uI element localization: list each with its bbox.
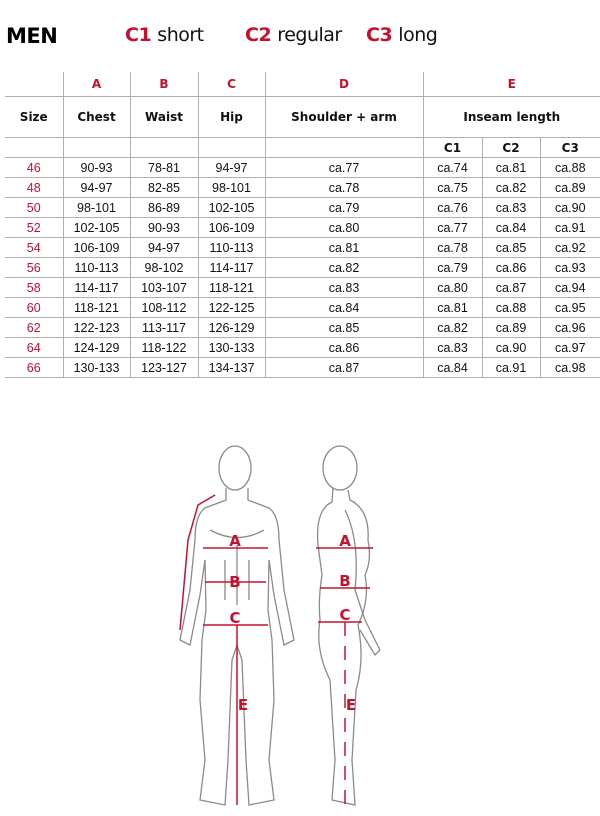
value-cell: ca.96 [539,317,600,338]
header-chest: Chest [62,96,131,138]
table-row: 52 102-105 90-93 106-109 ca.80 ca.77 ca.84 ca.9… [5,217,600,238]
page-title: MEN [6,24,58,48]
value-cell: ca.82 [481,177,541,198]
diagram-label-b: B [229,573,240,591]
legend-code: C2 [245,24,272,46]
header-shoulder: Shoulder + arm [264,96,424,138]
value-cell: ca.91 [481,357,541,378]
value-cell: 94-97 [197,157,266,178]
table-row: 56 110-113 98-102 114-117 ca.82 ca.79 ca.86 ca.… [5,257,600,278]
size-cell: 56 [5,257,64,278]
value-cell: 78-81 [129,157,199,178]
value-cell: 118-122 [129,337,199,358]
value-cell: ca.92 [539,237,600,258]
size-cell: 52 [5,217,64,238]
legend-code: C3 [366,24,393,46]
value-cell: ca.94 [539,277,600,298]
value-cell: ca.79 [422,257,483,278]
table-row: 66 130-133 123-127 134-137 ca.87 ca.84 ca.91 ca… [5,357,600,378]
size-table: A B C D E Size Chest Waist Hip Shoulder … [5,72,600,378]
diagram-label-c-side: C [339,606,350,624]
legend-label: long [398,24,438,46]
value-cell: 114-117 [62,277,131,298]
side-figure [316,445,381,806]
table-row: 54 106-109 94-97 110-113 ca.81 ca.78 ca.85 ca.9… [5,237,600,258]
value-cell: ca.80 [422,277,483,298]
letter-c: C [197,72,266,97]
value-cell: 134-137 [197,357,266,378]
value-cell: ca.84 [422,357,483,378]
value-cell: 110-113 [197,237,266,258]
table-row: 58 114-117 103-107 118-121 ca.83 ca.80 ca.87 ca… [5,277,600,298]
size-cell: 48 [5,177,64,198]
table-row: 50 98-101 86-89 102-105 ca.79 ca.76 ca.83 ca.90 [5,197,600,218]
value-cell: ca.82 [422,317,483,338]
value-cell: 103-107 [129,277,199,298]
legend-code: C1 [125,24,152,46]
legend-c3: C3 long [366,24,438,46]
size-cell: 62 [5,317,64,338]
value-cell: 123-127 [129,357,199,378]
letter-a: A [62,72,131,97]
value-cell: 118-121 [62,297,131,318]
value-cell: ca.95 [539,297,600,318]
value-cell: 94-97 [129,237,199,258]
table-row: 46 90-93 78-81 94-97 ca.77 ca.74 ca.81 ca.88 [5,157,600,178]
value-cell: ca.90 [481,337,541,358]
legend-label: short [157,24,204,46]
letter-e: E [422,72,600,97]
diagram-label-a-side: A [339,532,351,550]
value-cell: ca.83 [481,197,541,218]
value-cell: ca.81 [481,157,541,178]
diagram-label-a: A [229,532,241,550]
diagram-label-e: E [238,696,248,714]
diagram-label-c: C [229,609,240,627]
value-cell: 126-129 [197,317,266,338]
value-cell: 86-89 [129,197,199,218]
legend-c2: C2 regular [245,24,342,46]
value-cell: ca.79 [264,197,424,218]
diagram-label-b-side: B [339,572,350,590]
value-cell: 130-133 [62,357,131,378]
diagram-label-e-side: E [346,696,356,714]
size-cell: 66 [5,357,64,378]
value-cell: ca.98 [539,357,600,378]
value-cell: ca.89 [539,177,600,198]
legend-label: regular [277,24,342,46]
table-row: 64 124-129 118-122 130-133 ca.86 ca.83 ca.90 ca… [5,337,600,358]
value-cell: ca.83 [264,277,424,298]
value-cell: 130-133 [197,337,266,358]
measurement-lines [179,494,373,805]
header-hip: Hip [197,96,266,138]
legend-c1: C1 short [125,24,204,46]
value-cell: ca.77 [264,157,424,178]
